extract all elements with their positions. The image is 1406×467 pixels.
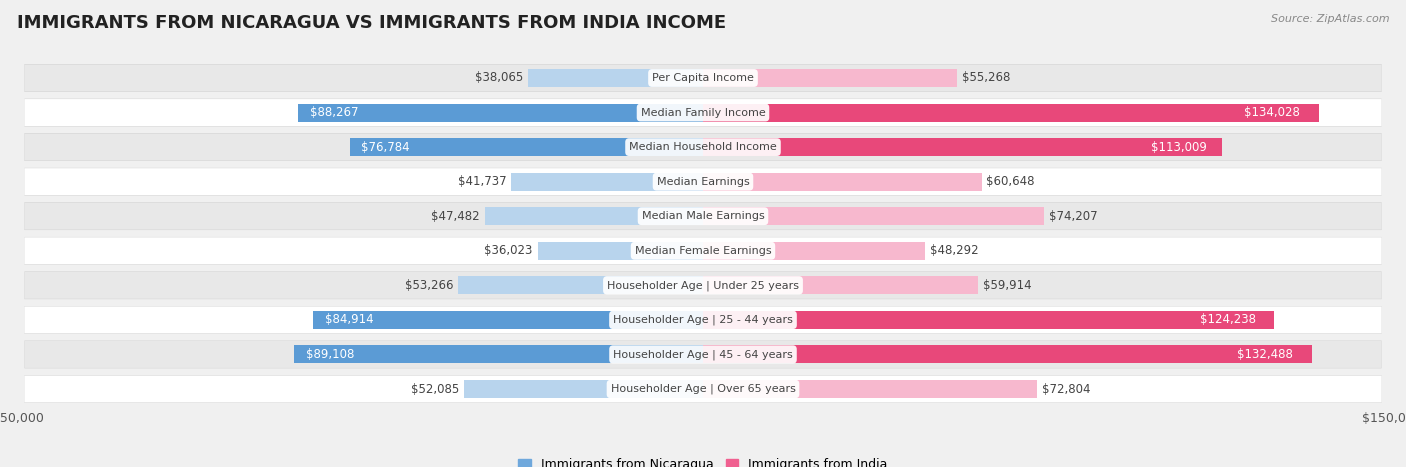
Text: $48,292: $48,292 xyxy=(929,244,979,257)
FancyBboxPatch shape xyxy=(24,341,1382,368)
FancyBboxPatch shape xyxy=(24,340,1382,368)
Text: Householder Age | Under 25 years: Householder Age | Under 25 years xyxy=(607,280,799,290)
FancyBboxPatch shape xyxy=(24,168,1382,196)
Bar xyxy=(537,242,703,260)
Bar xyxy=(512,173,703,191)
Text: $132,488: $132,488 xyxy=(1237,348,1294,361)
Bar xyxy=(703,276,979,294)
FancyBboxPatch shape xyxy=(24,237,1382,264)
Text: $84,914: $84,914 xyxy=(325,313,374,326)
Bar xyxy=(458,276,703,294)
Bar xyxy=(703,207,1043,225)
Bar xyxy=(703,104,1319,121)
FancyBboxPatch shape xyxy=(24,99,1382,127)
FancyBboxPatch shape xyxy=(24,271,1382,299)
Bar xyxy=(703,138,1222,156)
FancyBboxPatch shape xyxy=(24,64,1382,92)
Bar xyxy=(485,207,703,225)
Bar xyxy=(703,242,925,260)
Bar xyxy=(703,380,1038,398)
Text: Median Male Earnings: Median Male Earnings xyxy=(641,211,765,221)
FancyBboxPatch shape xyxy=(24,168,1382,195)
Legend: Immigrants from Nicaragua, Immigrants from India: Immigrants from Nicaragua, Immigrants fr… xyxy=(513,453,893,467)
Text: $55,268: $55,268 xyxy=(962,71,1010,85)
Text: Per Capita Income: Per Capita Income xyxy=(652,73,754,83)
Text: IMMIGRANTS FROM NICARAGUA VS IMMIGRANTS FROM INDIA INCOME: IMMIGRANTS FROM NICARAGUA VS IMMIGRANTS … xyxy=(17,14,725,32)
Text: $74,207: $74,207 xyxy=(1049,210,1097,223)
Text: $88,267: $88,267 xyxy=(309,106,359,119)
Text: $60,648: $60,648 xyxy=(987,175,1035,188)
Text: $76,784: $76,784 xyxy=(361,141,409,154)
Text: $59,914: $59,914 xyxy=(983,279,1032,292)
Text: $113,009: $113,009 xyxy=(1150,141,1206,154)
Bar xyxy=(298,104,703,121)
FancyBboxPatch shape xyxy=(24,237,1382,265)
Text: Median Family Income: Median Family Income xyxy=(641,107,765,118)
Bar xyxy=(350,138,703,156)
Text: $89,108: $89,108 xyxy=(307,348,354,361)
FancyBboxPatch shape xyxy=(24,375,1382,403)
Text: Householder Age | 45 - 64 years: Householder Age | 45 - 64 years xyxy=(613,349,793,360)
Bar xyxy=(703,69,957,87)
FancyBboxPatch shape xyxy=(24,203,1382,230)
FancyBboxPatch shape xyxy=(24,306,1382,334)
Text: Median Female Earnings: Median Female Earnings xyxy=(634,246,772,256)
Text: $124,238: $124,238 xyxy=(1201,313,1257,326)
Text: $47,482: $47,482 xyxy=(432,210,479,223)
Bar xyxy=(529,69,703,87)
Text: $52,085: $52,085 xyxy=(411,382,458,396)
Text: Median Earnings: Median Earnings xyxy=(657,177,749,187)
FancyBboxPatch shape xyxy=(24,272,1382,299)
Text: Source: ZipAtlas.com: Source: ZipAtlas.com xyxy=(1271,14,1389,24)
Text: $134,028: $134,028 xyxy=(1244,106,1301,119)
FancyBboxPatch shape xyxy=(24,99,1382,126)
Text: Householder Age | 25 - 44 years: Householder Age | 25 - 44 years xyxy=(613,315,793,325)
Bar xyxy=(464,380,703,398)
FancyBboxPatch shape xyxy=(24,375,1382,403)
FancyBboxPatch shape xyxy=(24,306,1382,333)
Bar xyxy=(703,173,981,191)
FancyBboxPatch shape xyxy=(24,202,1382,230)
Text: $41,737: $41,737 xyxy=(458,175,506,188)
Bar xyxy=(703,311,1274,329)
Text: $38,065: $38,065 xyxy=(475,71,523,85)
Bar xyxy=(703,346,1312,363)
Text: $53,266: $53,266 xyxy=(405,279,454,292)
Text: $72,804: $72,804 xyxy=(1042,382,1091,396)
Text: Median Household Income: Median Household Income xyxy=(628,142,778,152)
FancyBboxPatch shape xyxy=(24,134,1382,161)
Text: $36,023: $36,023 xyxy=(484,244,533,257)
Text: Householder Age | Over 65 years: Householder Age | Over 65 years xyxy=(610,384,796,394)
Bar xyxy=(294,346,703,363)
Bar xyxy=(314,311,703,329)
FancyBboxPatch shape xyxy=(24,64,1382,92)
FancyBboxPatch shape xyxy=(24,133,1382,161)
